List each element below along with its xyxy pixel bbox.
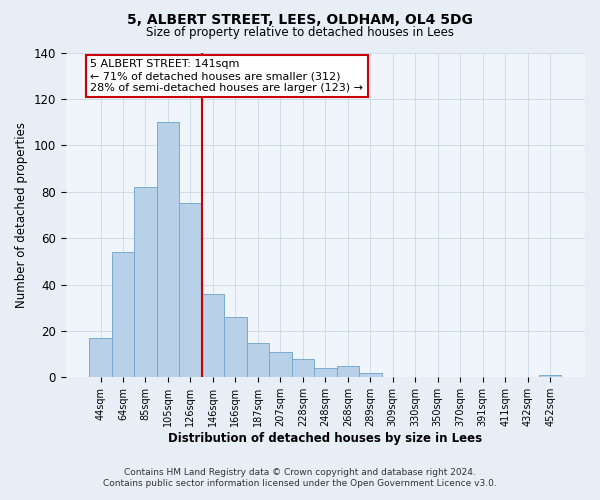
X-axis label: Distribution of detached houses by size in Lees: Distribution of detached houses by size …: [168, 432, 482, 445]
Text: Size of property relative to detached houses in Lees: Size of property relative to detached ho…: [146, 26, 454, 39]
Bar: [292, 359, 314, 378]
Bar: [337, 366, 359, 378]
Bar: [269, 352, 292, 378]
Bar: [202, 294, 224, 378]
Bar: [89, 338, 112, 378]
Bar: [134, 187, 157, 378]
Text: 5 ALBERT STREET: 141sqm
← 71% of detached houses are smaller (312)
28% of semi-d: 5 ALBERT STREET: 141sqm ← 71% of detache…: [91, 60, 364, 92]
Bar: [247, 342, 269, 378]
Y-axis label: Number of detached properties: Number of detached properties: [15, 122, 28, 308]
Bar: [157, 122, 179, 378]
Text: 5, ALBERT STREET, LEES, OLDHAM, OL4 5DG: 5, ALBERT STREET, LEES, OLDHAM, OL4 5DG: [127, 12, 473, 26]
Bar: [359, 372, 382, 378]
Text: Contains HM Land Registry data © Crown copyright and database right 2024.
Contai: Contains HM Land Registry data © Crown c…: [103, 468, 497, 487]
Bar: [224, 317, 247, 378]
Bar: [314, 368, 337, 378]
Bar: [179, 204, 202, 378]
Bar: [112, 252, 134, 378]
Bar: [539, 375, 562, 378]
